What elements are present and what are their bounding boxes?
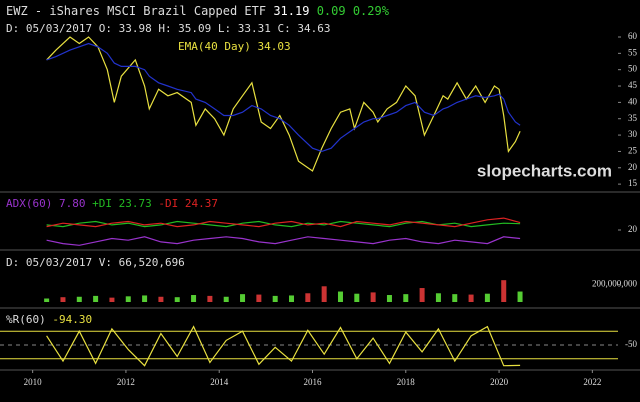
- last-price: 31.19: [273, 4, 309, 18]
- y-tick-label: 60: [628, 31, 638, 41]
- y-tick-label: 25: [628, 145, 638, 155]
- legend-name: -DI: [158, 197, 178, 210]
- header-line: %R(60) -94.30: [6, 313, 92, 326]
- quote-line: D: 05/03/2017 O: 33.98 H: 35.09 L: 33.31…: [6, 22, 331, 35]
- legend-value: 24.37: [185, 197, 218, 210]
- y-tick-label: 55: [628, 47, 638, 57]
- header-line: EMA(40 Day) 34.03: [178, 40, 291, 53]
- volume-bar: [501, 280, 507, 302]
- title: EWZ - iShares MSCI Brazil Capped ETF: [6, 4, 266, 18]
- volume-bar: [240, 294, 246, 302]
- volume-bar: [484, 293, 490, 302]
- volume-bar: [289, 295, 295, 302]
- legend-value: 34.03: [257, 40, 290, 53]
- volume-bar: [419, 288, 425, 302]
- series-line: [46, 36, 521, 172]
- volume-bar: [403, 294, 409, 302]
- volume-bar: [207, 295, 213, 302]
- legend-value: 7.80: [59, 197, 86, 210]
- volume-bar: [125, 296, 131, 302]
- y-tick-label: 30: [628, 129, 638, 139]
- volume-bar: [44, 298, 50, 302]
- volume-bar: [468, 294, 474, 302]
- header-line: ADX(60) 7.80 +DI 23.73 -DI 24.37: [6, 197, 218, 210]
- volume-bar: [386, 295, 392, 302]
- volume-bar: [354, 293, 360, 302]
- volume-bar: [435, 293, 441, 302]
- y-tick-label: -50: [625, 339, 637, 349]
- legend-name: EMA(40 Day): [178, 40, 251, 53]
- y-tick-label: 40: [628, 96, 638, 106]
- volume-bar: [109, 297, 115, 302]
- volume-bar: [60, 297, 66, 302]
- change-pct: 0.29%: [353, 4, 390, 18]
- volume-bar: [517, 291, 523, 302]
- x-tick-label: 2010: [24, 377, 43, 387]
- y-tick-label: 45: [628, 80, 638, 90]
- volume-bar: [93, 295, 99, 302]
- volume-bar: [452, 294, 458, 302]
- volume-bar: [174, 297, 180, 302]
- legend-name: %R(60): [6, 313, 46, 326]
- watermark: slopecharts.com: [477, 161, 612, 180]
- volume-bar: [337, 291, 343, 302]
- volume-line: D: 05/03/2017 V: 66,520,696: [6, 256, 185, 269]
- x-tick-label: 2020: [490, 377, 509, 387]
- series-line: [46, 42, 521, 153]
- series-line: [46, 217, 521, 228]
- volume-bar: [191, 295, 197, 302]
- volume-bar: [76, 296, 82, 302]
- x-tick-label: 2022: [583, 377, 601, 387]
- x-tick-label: 2016: [303, 377, 322, 387]
- x-tick-label: 2014: [210, 377, 229, 387]
- legend-value: -94.30: [52, 313, 92, 326]
- header-line: D: 05/03/2017 O: 33.98 H: 35.09 L: 33.31…: [6, 22, 331, 35]
- volume-bar: [321, 286, 327, 302]
- legend-name: ADX(60): [6, 197, 52, 210]
- y-tick-label: 20: [628, 224, 638, 234]
- legend-value: 23.73: [119, 197, 152, 210]
- volume-bar: [272, 295, 278, 302]
- series-line: [46, 236, 521, 246]
- volume-bar: [370, 292, 376, 302]
- y-tick-label: 20: [628, 162, 638, 172]
- volume-bar: [305, 293, 311, 302]
- volume-bar: [256, 294, 262, 302]
- y-tick-label: 35: [628, 113, 638, 123]
- x-tick-label: 2012: [117, 377, 135, 387]
- volume-bar: [158, 296, 164, 302]
- header-line: EWZ - iShares MSCI Brazil Capped ETF 31.…: [6, 4, 390, 18]
- y-tick-label: 50: [628, 64, 638, 74]
- x-tick-label: 2018: [397, 377, 416, 387]
- series-line: [46, 325, 521, 367]
- y-tick-label: 200,000,000: [592, 279, 638, 289]
- change: 0.09: [317, 4, 346, 18]
- volume-bar: [223, 296, 229, 302]
- volume-bar: [142, 295, 148, 302]
- legend-name: +DI: [92, 197, 112, 210]
- header-line: D: 05/03/2017 V: 66,520,696: [6, 256, 185, 269]
- y-tick-label: 15: [628, 178, 638, 188]
